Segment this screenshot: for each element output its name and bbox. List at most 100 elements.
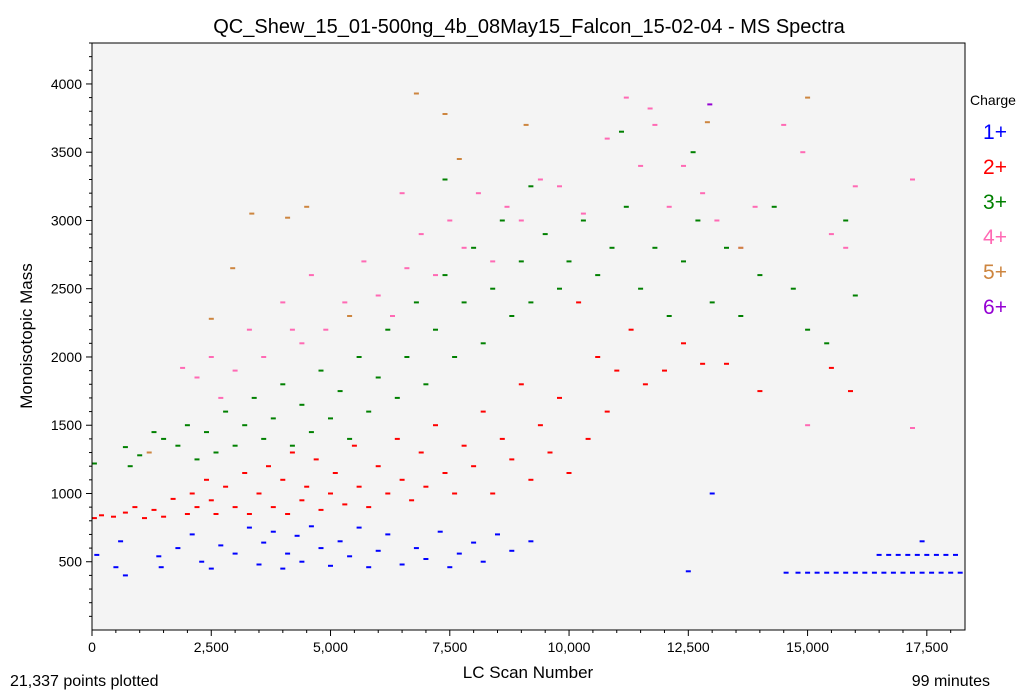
data-point-charge-2plus [566,472,572,474]
data-point-charge-2plus [537,424,543,427]
data-point-charge-5plus [230,267,236,270]
data-point-charge-1plus [843,571,849,574]
x-tick-label: 2,500 [194,639,229,655]
data-point-charge-2plus [399,478,405,481]
data-point-charge-1plus [919,540,925,543]
data-point-charge-2plus [151,508,157,511]
data-point-charge-1plus [929,571,935,574]
data-point-charge-3plus [280,383,286,386]
data-point-charge-1plus [948,571,954,574]
data-point-charge-3plus [242,424,248,427]
data-point-charge-5plus [704,121,710,124]
data-point-charge-4plus [390,315,395,317]
y-tick-label: 1500 [51,417,82,433]
data-point-charge-4plus [475,192,481,195]
data-point-charge-1plus [456,552,462,555]
data-point-charge-1plus [795,571,801,574]
data-point-charge-1plus [156,555,162,558]
data-point-charge-2plus [757,390,763,393]
x-axis-label: LC Scan Number [463,663,594,682]
data-point-charge-2plus [471,465,477,468]
legend-entry-charge-5plus: 5+ [983,261,1007,284]
data-point-charge-2plus [585,437,591,440]
data-point-charge-2plus [285,513,291,515]
data-point-charge-2plus [394,437,400,440]
data-point-charge-1plus [709,492,715,495]
data-point-charge-3plus [161,437,167,440]
data-point-charge-1plus [356,526,362,529]
data-point-charge-3plus [328,417,333,420]
data-point-charge-5plus [249,212,255,215]
data-point-charge-4plus [623,96,629,99]
data-point-charge-3plus [709,301,715,304]
data-point-charge-1plus [905,553,911,556]
data-point-charge-3plus [690,151,696,154]
data-point-charge-3plus [213,451,219,454]
data-point-charge-3plus [223,410,229,413]
y-tick-label: 1000 [51,485,82,501]
data-point-charge-3plus [251,396,257,399]
data-point-charge-4plus [232,369,238,372]
data-point-charge-3plus [499,219,505,222]
data-point-charge-2plus [614,369,620,372]
data-point-charge-3plus [375,376,381,379]
data-point-charge-1plus [957,571,963,574]
data-point-charge-5plus [738,246,744,249]
data-point-charge-2plus [595,356,601,358]
data-point-charge-1plus [261,541,267,544]
data-point-charge-1plus [895,553,901,556]
data-point-charge-1plus [471,541,477,544]
data-point-charge-3plus [824,342,830,345]
data-point-charge-1plus [910,571,915,574]
data-point-charge-2plus [366,506,372,509]
data-point-charge-2plus [213,513,219,515]
data-point-charge-2plus [604,410,610,413]
data-point-charge-3plus [337,390,343,393]
data-point-charge-1plus [833,571,839,574]
data-point-charge-2plus [528,478,534,481]
data-point-charge-1plus [118,540,124,543]
data-point-charge-3plus [666,315,672,317]
data-point-charge-4plus [652,123,658,126]
data-point-charge-1plus [246,526,252,529]
data-point-charge-2plus [242,472,248,474]
data-point-charge-1plus [437,530,443,533]
data-point-charge-5plus [146,451,152,454]
data-point-charge-2plus [452,492,458,495]
data-point-charge-3plus [509,315,515,317]
data-point-charge-2plus [409,499,415,502]
data-point-charge-2plus [461,444,467,447]
data-point-charge-5plus [347,315,353,317]
data-point-charge-5plus [456,158,462,160]
data-point-charge-3plus [461,301,467,304]
data-point-charge-4plus [828,233,834,236]
data-point-charge-1plus [218,544,224,547]
data-point-charge-1plus [199,560,205,563]
data-point-charge-5plus [523,123,529,126]
data-point-charge-1plus [113,566,119,569]
data-point-charge-2plus [480,410,486,413]
data-point-charge-3plus [595,274,601,277]
data-point-charge-4plus [557,185,562,188]
data-point-charge-5plus [208,317,214,320]
data-point-charge-1plus [890,571,896,574]
data-point-charge-4plus [781,123,787,126]
data-point-charge-2plus [724,362,729,365]
data-point-charge-1plus [189,533,195,536]
data-point-charge-3plus [580,219,586,222]
data-point-charge-4plus [461,246,467,249]
data-point-charge-1plus [299,560,305,563]
x-axis: 0 2,500 5,000 7,500 10,000 12,500 15,000 17,500 [88,630,952,655]
data-point-charge-1plus [318,547,324,550]
data-point-charge-3plus [413,301,419,304]
data-point-charge-4plus [246,328,252,331]
data-point-charge-3plus [318,369,324,372]
data-point-charge-2plus [132,506,138,509]
data-point-charge-1plus [876,553,882,556]
data-point-charge-3plus [347,437,353,440]
y-tick-label: 3000 [51,212,82,228]
data-point-charge-3plus [724,246,729,249]
data-point-charge-1plus [528,540,534,543]
data-point-charge-1plus [805,571,811,574]
data-point-charge-2plus [509,458,515,461]
